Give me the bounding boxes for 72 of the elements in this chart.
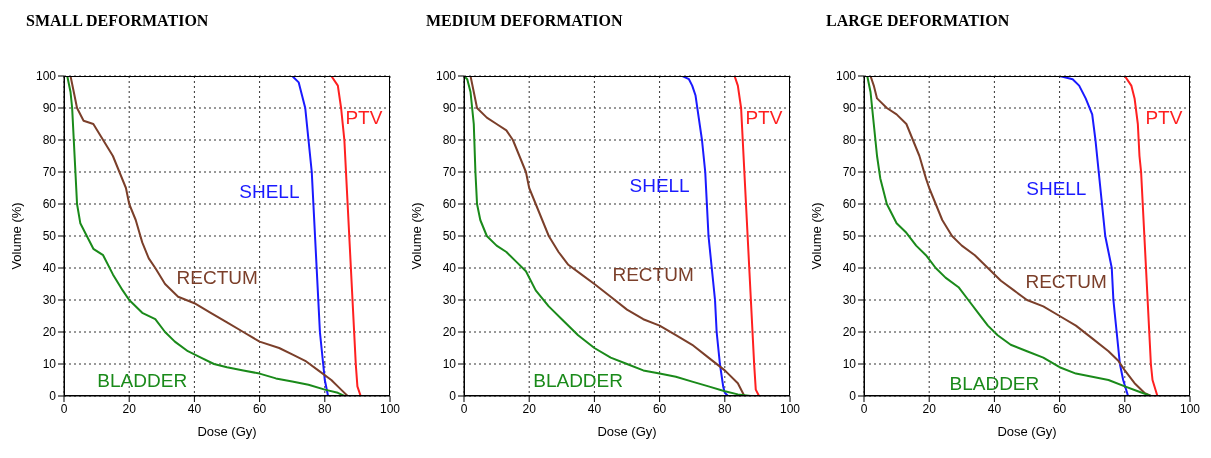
y-axis-title: Volume (%) xyxy=(408,202,424,270)
series-label: BLADDER xyxy=(97,369,188,391)
x-tick-label: 0 xyxy=(60,401,68,416)
y-tick-label: 30 xyxy=(842,293,857,308)
series-label: BLADDER xyxy=(949,372,1040,394)
x-tick-label: 80 xyxy=(718,401,732,416)
series-label: RECTUM xyxy=(612,264,694,286)
series-label: RECTUM xyxy=(1025,270,1107,292)
y-tick-label: 60 xyxy=(442,197,457,212)
x-axis-title: Dose (Gy) xyxy=(197,424,257,439)
x-tick-label: 40 xyxy=(587,401,602,416)
y-tick-label: 70 xyxy=(842,165,857,180)
chart-title: SMALL DEFORMATION xyxy=(25,11,210,31)
x-tick-label: 40 xyxy=(187,401,202,416)
x-tick-label: 100 xyxy=(779,401,801,416)
series-label: PTV xyxy=(745,107,783,129)
y-tick-label: 100 xyxy=(435,69,457,84)
y-axis-title: Volume (%) xyxy=(808,202,824,270)
y-tick-label: 70 xyxy=(442,165,457,180)
y-tick-label: 50 xyxy=(42,229,57,244)
x-axis-title: Dose (Gy) xyxy=(997,424,1057,439)
y-tick-label: 90 xyxy=(442,101,457,116)
x-tick-label: 100 xyxy=(379,401,401,416)
x-tick-label: 100 xyxy=(1179,401,1201,416)
series-label: BLADDER xyxy=(533,369,623,391)
y-tick-label: 80 xyxy=(442,133,457,148)
y-tick-label: 50 xyxy=(842,229,857,244)
y-tick-label: 20 xyxy=(442,325,457,340)
y-tick-label: 10 xyxy=(442,357,457,372)
y-tick-label: 30 xyxy=(42,293,57,308)
y-tick-label: 90 xyxy=(842,101,857,116)
series-label: RECTUM xyxy=(176,267,258,289)
y-tick-label: 20 xyxy=(42,325,57,340)
chart-title: MEDIUM DEFORMATION xyxy=(425,11,624,31)
x-tick-label: 60 xyxy=(652,401,667,416)
y-axis-title: Volume (%) xyxy=(8,202,24,270)
x-tick-label: 60 xyxy=(252,401,267,416)
x-tick-label: 20 xyxy=(922,401,937,416)
y-tick-label: 0 xyxy=(49,389,57,404)
y-tick-label: 100 xyxy=(835,69,857,84)
x-tick-label: 0 xyxy=(860,401,868,416)
x-tick-label: 80 xyxy=(1118,401,1132,416)
y-tick-label: 10 xyxy=(842,357,857,372)
y-tick-label: 60 xyxy=(42,197,57,212)
y-tick-label: 20 xyxy=(842,325,857,340)
series-label: PTV xyxy=(1145,107,1183,129)
chart-title: LARGE DEFORMATION xyxy=(825,11,1011,31)
x-tick-label: 20 xyxy=(522,401,537,416)
series-label: SHELL xyxy=(629,174,690,196)
series-label: PTV xyxy=(345,107,383,129)
y-tick-label: 10 xyxy=(42,357,57,372)
x-tick-label: 0 xyxy=(460,401,468,416)
y-tick-label: 40 xyxy=(442,261,457,276)
y-tick-label: 40 xyxy=(42,261,57,276)
x-tick-label: 60 xyxy=(1052,401,1067,416)
y-tick-label: 40 xyxy=(842,261,857,276)
series-label: SHELL xyxy=(239,180,300,202)
y-tick-label: 0 xyxy=(449,389,457,404)
y-tick-label: 50 xyxy=(442,229,457,244)
y-tick-label: 90 xyxy=(42,101,57,116)
x-axis-title: Dose (Gy) xyxy=(597,424,657,439)
y-tick-label: 80 xyxy=(42,133,57,148)
x-tick-label: 20 xyxy=(122,401,137,416)
series-label: SHELL xyxy=(1026,177,1087,199)
x-tick-label: 40 xyxy=(987,401,1002,416)
x-tick-label: 80 xyxy=(318,401,332,416)
y-tick-label: 70 xyxy=(42,165,57,180)
y-tick-label: 30 xyxy=(442,293,457,308)
y-tick-label: 0 xyxy=(849,389,857,404)
y-tick-label: 100 xyxy=(35,69,57,84)
y-tick-label: 80 xyxy=(842,133,857,148)
y-tick-label: 60 xyxy=(842,197,857,212)
